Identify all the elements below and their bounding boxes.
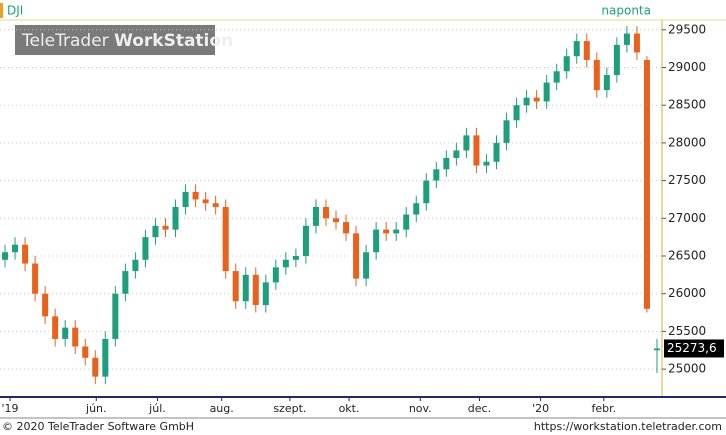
candle-body — [353, 233, 360, 279]
symbol-marker — [0, 3, 3, 18]
candle-body — [573, 41, 580, 57]
watermark-brand: TeleTrader — [21, 31, 109, 51]
candle-body — [373, 229, 380, 253]
candle-body — [142, 237, 149, 260]
footer-copyright: © 2020 TeleTrader Software GmbH — [2, 420, 194, 433]
candle-body — [262, 282, 269, 306]
candle-body — [653, 348, 660, 351]
candle-body — [62, 327, 69, 339]
candle-body — [333, 218, 340, 223]
candle-body — [162, 225, 169, 230]
candle-body — [322, 206, 329, 219]
candle-body — [533, 97, 540, 102]
candle-body — [513, 105, 520, 121]
candle-body — [393, 229, 400, 234]
last-value-box — [664, 339, 724, 358]
candle-body — [112, 293, 119, 339]
candle-body — [543, 82, 550, 102]
x-tick-label: '20 — [532, 402, 549, 415]
candle-body — [383, 229, 390, 234]
candle-body — [302, 225, 309, 257]
candle-body — [503, 120, 510, 143]
candle-body — [493, 142, 500, 162]
watermark-product: WorkStation — [114, 31, 233, 51]
x-tick-label: okt. — [339, 402, 360, 415]
candle-body — [643, 59, 650, 309]
candle-body — [403, 214, 410, 230]
candle-body — [603, 75, 610, 91]
candle-body — [613, 44, 620, 76]
candle-body — [433, 169, 440, 181]
candle-body — [453, 150, 460, 158]
watermark-text: TeleTrader WorkStation — [21, 31, 233, 51]
symbol-title: DJI — [7, 4, 23, 18]
y-tick-label: 29000 — [668, 60, 706, 74]
y-tick-label: 27500 — [668, 173, 706, 187]
y-tick-label: 28000 — [668, 135, 706, 149]
candle-body — [212, 203, 219, 207]
plot-area — [0, 20, 662, 397]
candle-body — [12, 244, 19, 253]
candle-body — [553, 71, 560, 83]
candle-body — [232, 271, 239, 302]
candle-body — [343, 222, 350, 234]
x-tick-label: szept. — [273, 402, 306, 415]
x-tick-label: febr. — [592, 402, 617, 415]
y-tick-label: 29500 — [668, 22, 706, 36]
candle-body — [82, 346, 89, 358]
candle-body — [72, 327, 79, 347]
candle-body — [483, 161, 490, 166]
candle-body — [363, 252, 370, 279]
candle-body — [242, 274, 249, 302]
candle-body — [463, 135, 470, 151]
y-tick-label: 27000 — [668, 211, 706, 225]
candle-body — [182, 191, 189, 207]
candle-body — [2, 252, 9, 260]
y-tick-label: 25500 — [668, 324, 706, 338]
x-tick-label: '19 — [2, 402, 19, 415]
frequency-label: naponta — [601, 4, 651, 18]
candle-body — [122, 271, 129, 294]
y-tick-label: 26500 — [668, 249, 706, 263]
candle-body — [192, 191, 199, 200]
candle-body — [623, 33, 630, 45]
candle-body — [523, 97, 530, 106]
candle-body — [583, 41, 590, 60]
candle-body — [593, 59, 600, 91]
candle-body — [132, 259, 139, 272]
candle-body — [32, 263, 39, 294]
candle-body — [443, 157, 450, 170]
candle-body — [252, 274, 259, 306]
candle-body — [282, 259, 289, 268]
x-tick-label: jún. — [85, 402, 107, 415]
candle-body — [42, 293, 49, 317]
candle-body — [22, 244, 29, 264]
candle-body — [563, 56, 570, 72]
footer-url: https://workstation.teletrader.com — [534, 420, 722, 433]
x-tick-label: dec. — [468, 402, 491, 415]
candle-body — [222, 206, 229, 272]
candle-body — [413, 203, 420, 215]
candle-body — [292, 256, 299, 260]
y-tick-label: 25000 — [668, 362, 706, 376]
candle-body — [52, 316, 59, 339]
x-tick-label: nov. — [409, 402, 432, 415]
candle-body — [92, 357, 99, 377]
candle-body — [102, 338, 109, 377]
candle-body — [312, 206, 319, 226]
candle-body — [423, 180, 430, 204]
candle-body — [473, 135, 480, 166]
y-tick-label: 28500 — [668, 98, 706, 112]
candle-body — [202, 199, 209, 204]
y-tick-label: 26000 — [668, 286, 706, 300]
x-tick-label: júl. — [148, 402, 166, 415]
x-tick-label: aug. — [210, 402, 234, 415]
candle-body — [633, 33, 640, 53]
candle-body — [152, 225, 159, 238]
last-value-label: 25273,6 — [667, 341, 717, 355]
candle-body — [172, 206, 179, 230]
candle-body — [272, 267, 279, 283]
